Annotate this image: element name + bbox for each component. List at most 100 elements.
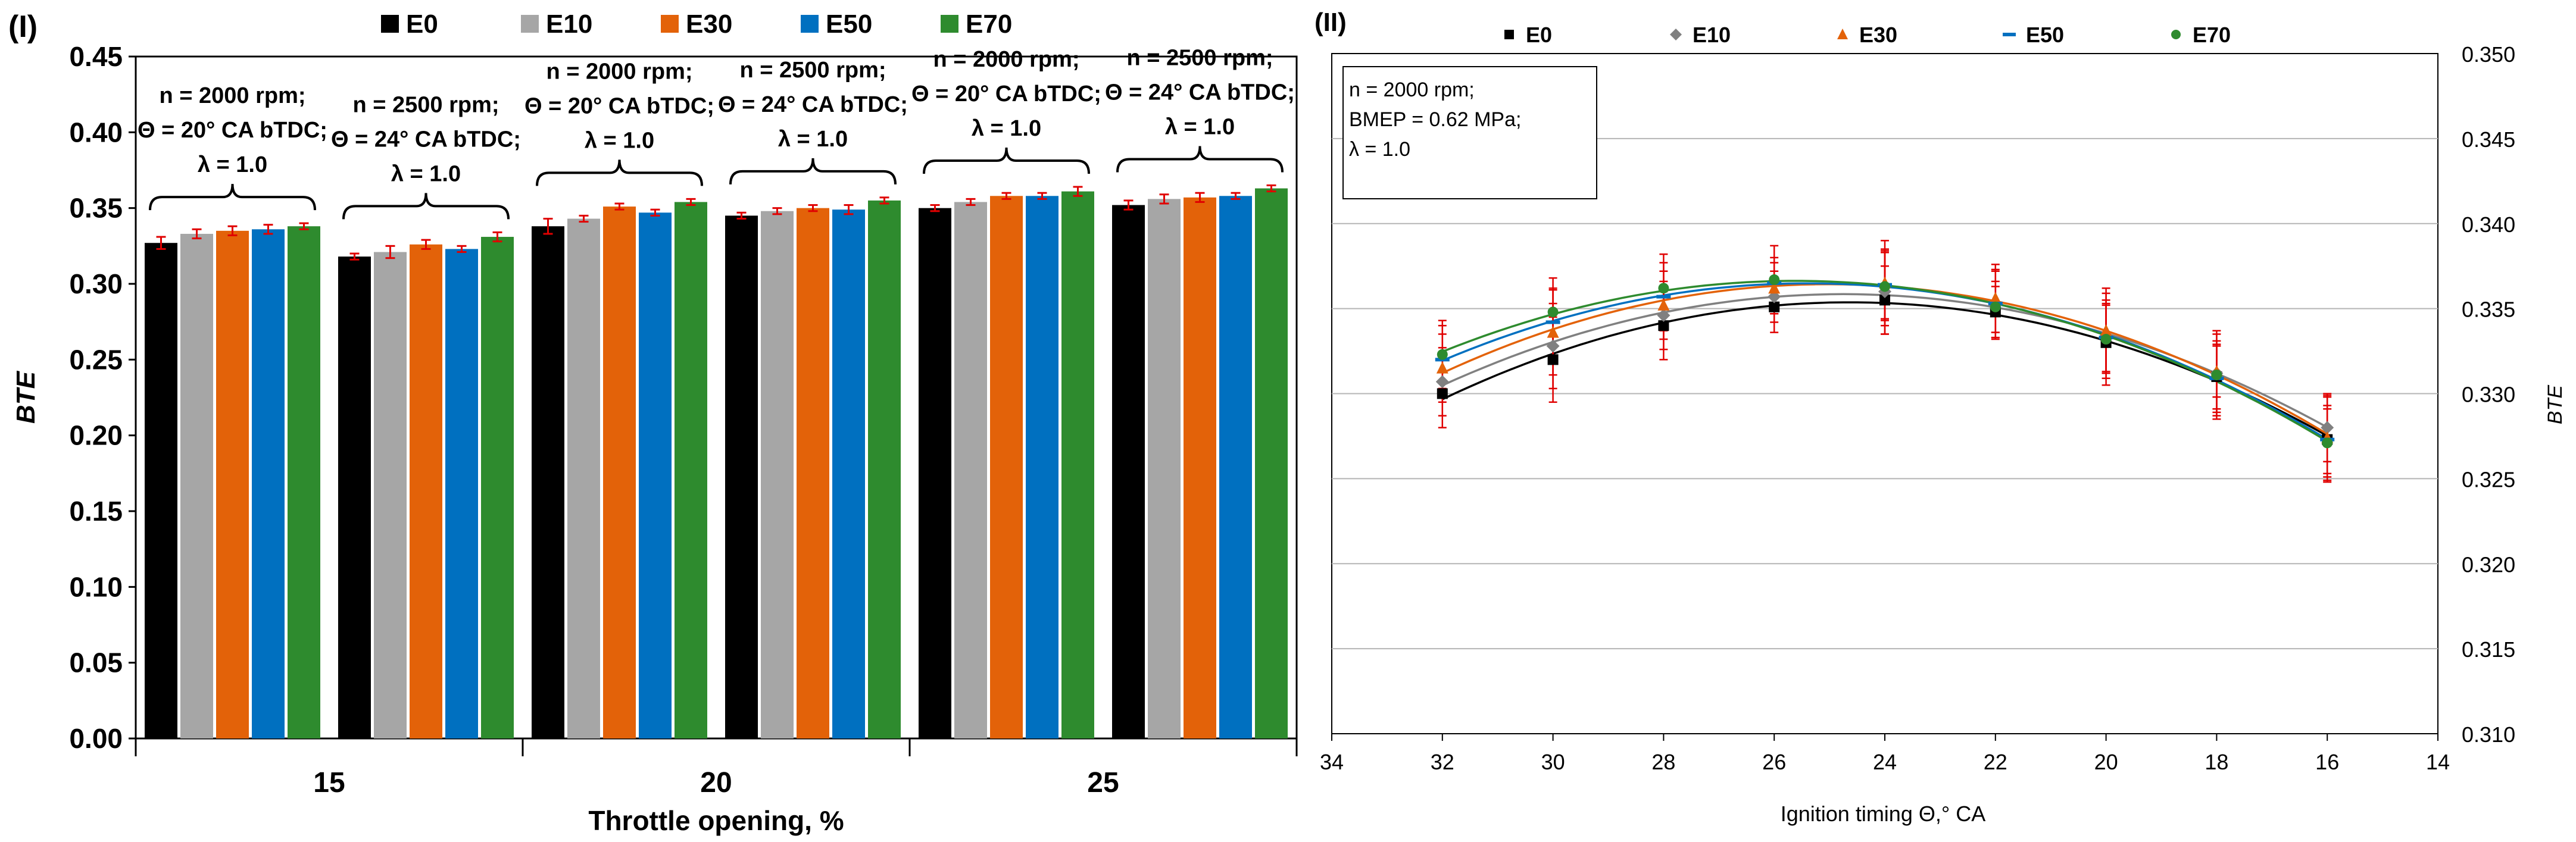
condition-label-line: Θ = 24° CA bTDC; <box>718 92 908 117</box>
point-e70 <box>2211 370 2222 381</box>
bar-e50 <box>1219 196 1252 738</box>
chart2-y-tick-label: 0.340 <box>2462 212 2515 237</box>
chart2-x-tick-label: 30 <box>1541 750 1565 774</box>
chart1-y-tick-label: 0.35 <box>69 193 123 224</box>
point-e0 <box>1769 301 1780 312</box>
bar-e0 <box>145 243 177 738</box>
chart2-y-tick-label: 0.330 <box>2462 383 2515 407</box>
chart1-y-tick-label: 0.05 <box>69 647 123 678</box>
bar-e10 <box>761 211 794 738</box>
chart2-x-tick-label: 20 <box>2094 750 2118 774</box>
condition-brace <box>1116 146 1284 173</box>
condition-label-line: Θ = 24° CA bTDC; <box>1105 80 1295 105</box>
condition-label-line: n = 2500 rpm; <box>739 58 886 83</box>
legend-label-e0: E0 <box>406 10 438 39</box>
chart2-y-tick-label: 0.345 <box>2462 127 2515 152</box>
legend-marker-e0 <box>1504 30 1514 39</box>
chart2-annotation-line-3: λ = 1.0 <box>1349 138 1410 161</box>
panel-label-2: (II) <box>1314 8 1347 37</box>
chart2-y-ticks: 0.310 0.315 0.320 0.325 0.330 0.335 0.340 0.345… <box>2462 42 2515 747</box>
condition-brace <box>149 184 316 211</box>
condition-label-line: n = 2000 rpm; <box>933 47 1079 72</box>
point-e0 <box>1547 354 1559 365</box>
condition-label-line: λ = 1.0 <box>778 127 848 152</box>
point-e0 <box>1879 295 1890 306</box>
chart2-x-axis-label: Ignition timing Θ,° CA <box>1781 802 1986 826</box>
chart1-y-tick-label: 0.15 <box>69 496 123 527</box>
legend-label-e10: E10 <box>1693 23 1731 47</box>
chart1-x-tick-label: 15 <box>313 767 345 799</box>
bar-e50 <box>639 212 672 739</box>
point-e30 <box>1768 281 1781 294</box>
bar-e70 <box>1061 191 1094 738</box>
chart2-annotation-box <box>1342 66 1597 199</box>
legend-swatch-e50 <box>801 15 819 33</box>
point-e10 <box>1657 309 1671 323</box>
point-e70 <box>1879 281 1890 292</box>
bar-e50 <box>252 229 285 738</box>
bar-e70 <box>1255 188 1288 738</box>
legend-label-e70: E70 <box>966 10 1012 39</box>
point-e30 <box>1989 292 2002 304</box>
bar-e30 <box>603 206 636 738</box>
bar-e10 <box>180 233 213 739</box>
point-e30 <box>2100 324 2112 336</box>
chart1-legend: E0 E10 E30 E50 E70 <box>381 10 1012 39</box>
chart2-x-tick-label: 14 <box>2426 750 2450 774</box>
bar-e30 <box>216 230 249 738</box>
chart2-x-ticks: 34 32 30 28 26 24 22 20 18 16 14 <box>1320 734 2450 774</box>
condition-label-line: Θ = 20° CA bTDC; <box>138 118 327 143</box>
chart2-gridlines <box>1332 137 2438 650</box>
chart2-x-tick-label: 34 <box>1320 750 1344 774</box>
bar-e0 <box>725 215 758 738</box>
legend-marker-e50 <box>2003 33 2016 36</box>
legend-label-e10: E10 <box>546 10 592 39</box>
chart2-x-tick-label: 26 <box>1762 750 1786 774</box>
legend-swatch-e0 <box>381 15 399 33</box>
chart1-condition-braces: n = 2000 rpm; Θ = 20° CA bTDC; λ = 1.0 n = … <box>138 45 1295 220</box>
condition-label-line: λ = 1.0 <box>1165 114 1235 139</box>
point-e10 <box>2321 421 2334 434</box>
bar-e10 <box>954 202 987 739</box>
point-e70 <box>2322 437 2333 449</box>
bar-e70 <box>481 237 514 738</box>
bar-e70 <box>675 202 707 739</box>
condition-label-line: λ = 1.0 <box>391 161 461 186</box>
chart2-legend: E0 E10 E30 E50 E70 <box>1504 23 2231 47</box>
point-e30 <box>1657 298 1670 311</box>
bar-e50 <box>1026 196 1058 738</box>
legend-label-e30: E30 <box>1859 23 1897 47</box>
condition-label-line: n = 2500 rpm; <box>352 92 499 117</box>
legend-swatch-e10 <box>521 15 539 33</box>
bar-e0 <box>338 256 371 738</box>
bar-e30 <box>410 244 442 739</box>
bar-e10 <box>567 218 600 738</box>
condition-label-line: n = 2000 rpm; <box>159 83 305 108</box>
chart1-y-ticks: 0.00 0.05 0.10 0.15 0.20 0.25 0.30 0.35 0.40 0.45 <box>69 41 136 754</box>
chart1-y-tick-label: 0.30 <box>69 268 123 299</box>
point-e10 <box>1435 375 1449 389</box>
panel-label-1: (I) <box>8 10 38 44</box>
point-e50 <box>1656 295 1671 299</box>
chart2-y-axis-label: BTE <box>2544 385 2566 424</box>
chart1-x-tick-label: 20 <box>700 767 732 799</box>
legend-swatch-e70 <box>941 15 958 33</box>
legend-marker-e70 <box>2171 30 2181 39</box>
chart1-x-tick-label: 25 <box>1087 767 1119 799</box>
legend-label-e30: E30 <box>686 10 732 39</box>
chart2-x-tick-label: 16 <box>2315 750 2339 774</box>
bar-e50 <box>445 249 478 739</box>
point-e0 <box>1658 320 1669 331</box>
condition-label-line: Θ = 20° CA bTDC; <box>911 82 1101 107</box>
legend-marker-e30 <box>1837 29 1848 39</box>
bar-e0 <box>1112 205 1145 738</box>
bar-e10 <box>374 252 407 738</box>
chart2-data-points <box>1435 274 2335 449</box>
bar-e50 <box>832 209 865 738</box>
chart2-y-tick-label: 0.315 <box>2462 637 2515 662</box>
legend-marker-e10 <box>1670 29 1682 40</box>
chart1-error-bars <box>156 184 1276 261</box>
chart2-x-tick-label: 32 <box>1431 750 1454 774</box>
bar-e30 <box>990 196 1023 738</box>
